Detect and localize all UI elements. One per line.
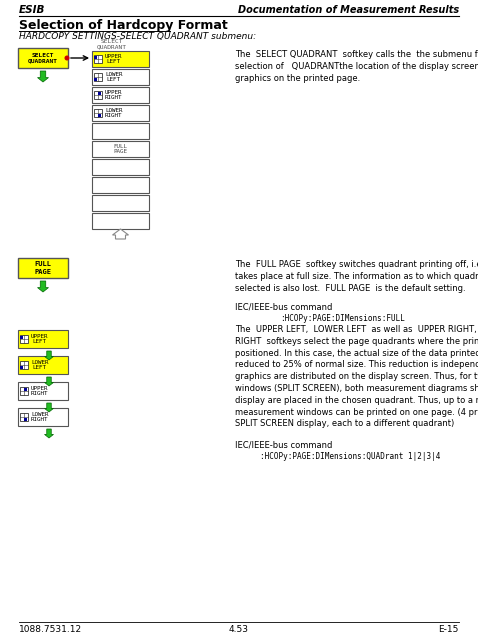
- Circle shape: [65, 56, 69, 60]
- Bar: [18, 356, 68, 374]
- Polygon shape: [112, 229, 129, 239]
- Bar: [94, 73, 102, 81]
- Bar: [18, 408, 68, 426]
- Text: The  SELECT QUADRANT  softkey calls the  the submenu for
selection of   QUADRANT: The SELECT QUADRANT softkey calls the th…: [235, 50, 478, 83]
- Text: The  UPPER LEFT,  LOWER LEFT  as well as  UPPER RIGHT,  LOWER
RIGHT  softkeys se: The UPPER LEFT, LOWER LEFT as well as UP…: [235, 325, 478, 428]
- Bar: [18, 258, 68, 278]
- Bar: [92, 87, 149, 103]
- Bar: [92, 159, 149, 175]
- Text: HARDCOPY SETTINGS-SELECT QUADRANT submenu:: HARDCOPY SETTINGS-SELECT QUADRANT submen…: [19, 33, 256, 42]
- Text: LOWER
RIGHT: LOWER RIGHT: [31, 412, 48, 422]
- Bar: [92, 51, 149, 67]
- Bar: [20, 413, 28, 421]
- Polygon shape: [44, 377, 54, 386]
- Text: IEC/IEEE-bus command: IEC/IEEE-bus command: [235, 302, 332, 311]
- Bar: [92, 177, 149, 193]
- Bar: [24, 418, 27, 420]
- Bar: [92, 213, 149, 229]
- Bar: [92, 105, 149, 121]
- Text: UPPER
RIGHT: UPPER RIGHT: [31, 385, 48, 396]
- Text: SELECT
QUADRANT: SELECT QUADRANT: [97, 38, 127, 49]
- Polygon shape: [37, 281, 48, 292]
- Text: :HCOPy:PAGE:DIMensions:QUADrant 1|2|3|4: :HCOPy:PAGE:DIMensions:QUADrant 1|2|3|4: [260, 452, 440, 461]
- Text: UPPER
LEFT: UPPER LEFT: [105, 54, 122, 65]
- Text: Selection of Hardcopy Format: Selection of Hardcopy Format: [19, 19, 228, 33]
- Text: FULL
PAGE: FULL PAGE: [34, 262, 52, 275]
- Text: UPPER
LEFT: UPPER LEFT: [31, 333, 48, 344]
- Text: UPPER
RIGHT: UPPER RIGHT: [105, 90, 122, 100]
- Polygon shape: [37, 71, 48, 82]
- Bar: [98, 92, 101, 95]
- Bar: [20, 335, 28, 343]
- Text: LOWER
RIGHT: LOWER RIGHT: [105, 108, 122, 118]
- Text: E-15: E-15: [439, 625, 459, 634]
- Text: :HCOPy:PAGE:DIMensions:FULL: :HCOPy:PAGE:DIMensions:FULL: [280, 314, 405, 323]
- Bar: [92, 69, 149, 85]
- Bar: [94, 91, 102, 99]
- Text: ESIB: ESIB: [19, 5, 45, 15]
- Bar: [20, 361, 28, 369]
- Text: IEC/IEEE-bus command: IEC/IEEE-bus command: [235, 440, 332, 449]
- Text: LOWER
LEFT: LOWER LEFT: [105, 72, 122, 83]
- Bar: [92, 195, 149, 211]
- Text: FULL
PAGE: FULL PAGE: [113, 143, 128, 154]
- Bar: [94, 77, 98, 81]
- Text: Documentation of Measurement Results: Documentation of Measurement Results: [238, 5, 459, 15]
- Polygon shape: [44, 429, 54, 438]
- Text: The  FULL PAGE  softkey switches quadrant printing off, i.e., printing now
takes: The FULL PAGE softkey switches quadrant …: [235, 260, 478, 292]
- Bar: [94, 109, 102, 117]
- Text: 4.53: 4.53: [229, 625, 249, 634]
- Bar: [18, 330, 68, 348]
- Bar: [98, 114, 101, 116]
- Text: 1088.7531.12: 1088.7531.12: [19, 625, 82, 634]
- Bar: [20, 387, 28, 395]
- Bar: [94, 55, 102, 63]
- Text: LOWER
LEFT: LOWER LEFT: [31, 360, 48, 371]
- Bar: [20, 365, 23, 369]
- Bar: [20, 336, 23, 339]
- Bar: [92, 141, 149, 157]
- Bar: [18, 48, 68, 68]
- Polygon shape: [44, 351, 54, 360]
- Bar: [24, 388, 27, 390]
- Bar: [94, 56, 98, 59]
- Bar: [92, 123, 149, 139]
- Polygon shape: [44, 403, 54, 412]
- Bar: [18, 382, 68, 400]
- Text: SELECT
QUADRANT: SELECT QUADRANT: [28, 52, 58, 63]
